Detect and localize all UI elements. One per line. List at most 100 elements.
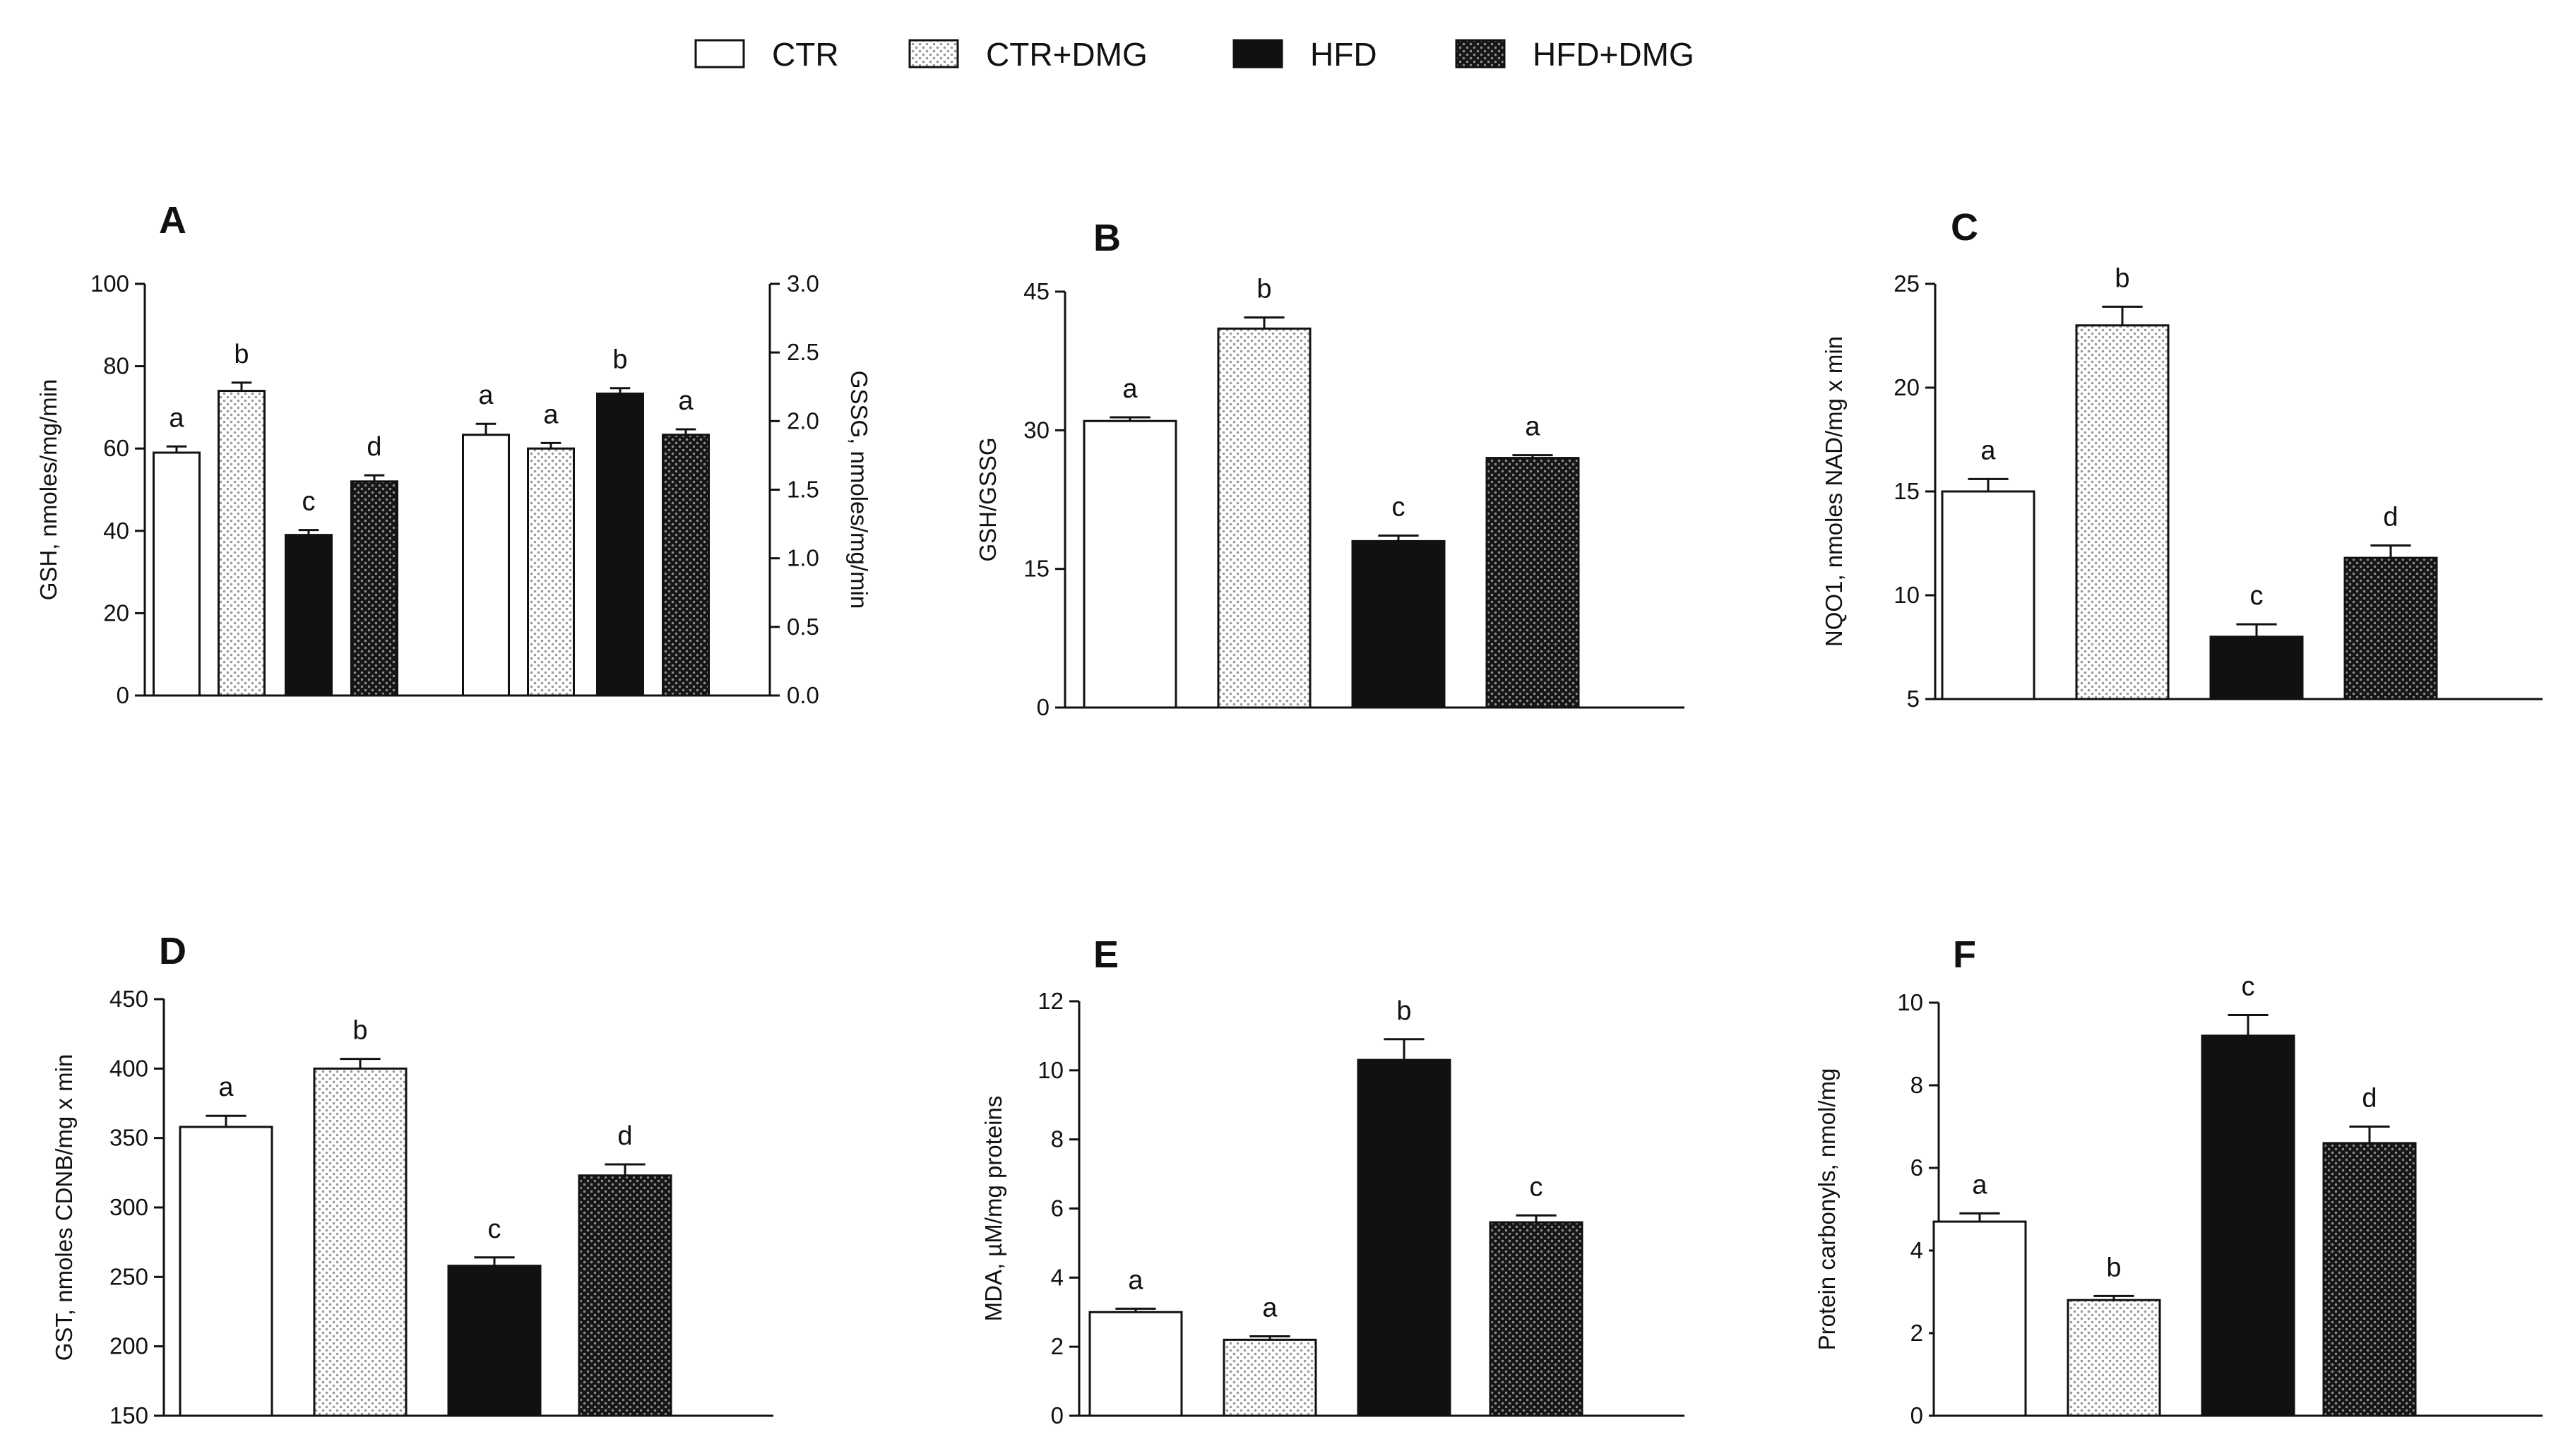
panel-a: A 0 20 40 60 80 100 GSH, nmoles/mg/min a b c d 0.0 0.… xyxy=(35,199,872,708)
y-tick-label: 80 xyxy=(103,353,129,379)
significance-letter: d xyxy=(2383,502,2398,532)
significance-letter: b xyxy=(352,1016,367,1046)
significance-letter: b xyxy=(234,340,249,369)
panel-label: E xyxy=(1093,933,1119,976)
significance-letter: a xyxy=(678,386,694,416)
y-tick-label: 8 xyxy=(1051,1126,1064,1152)
legend-swatch-hfd-dmg xyxy=(1455,39,1506,68)
panel-f: F 0 2 4 6 8 10 Protein carbonyls, nmol/mg a b c d xyxy=(1814,933,2543,1428)
significance-letter: c xyxy=(1392,493,1405,523)
legend: CTR CTR+DMG HFD HFD+DMG xyxy=(694,36,1694,73)
bar-ctr xyxy=(1088,1311,1183,1417)
y-tick-label: 12 xyxy=(1038,988,1064,1014)
significance-letter: a xyxy=(1262,1293,1278,1323)
significance-letter: a xyxy=(1122,374,1138,404)
y-tick-label: 45 xyxy=(1023,278,1050,304)
bar-hfd xyxy=(1357,1058,1451,1417)
significance-letter: c xyxy=(302,487,316,517)
y-axis-title: Protein carbonyls, nmol/mg xyxy=(1814,1068,1840,1351)
significance-letter: b xyxy=(612,345,627,375)
legend-label-hfd: HFD xyxy=(1310,36,1377,73)
significance-letter: a xyxy=(1128,1265,1143,1295)
panel-e: E 0 2 4 6 8 10 12 MDA, µM/mg proteins a a b c xyxy=(980,933,1684,1428)
significance-letter: d xyxy=(617,1121,632,1151)
significance-letter: b xyxy=(1396,996,1411,1026)
panel-label: A xyxy=(159,199,186,241)
y2-tick-label: 0.5 xyxy=(787,614,819,640)
y-tick-label: 0 xyxy=(1910,1402,1923,1428)
significance-letter: c xyxy=(488,1215,501,1244)
panel-label: C xyxy=(1951,206,1978,249)
y-tick-label: 0 xyxy=(1051,1402,1064,1428)
y-axis-title: GSH/GSSG xyxy=(975,437,1001,561)
panel-label: F xyxy=(1953,933,1976,976)
y-tick-label: 250 xyxy=(109,1263,148,1289)
panel-label: B xyxy=(1093,217,1121,259)
y-tick-label: 30 xyxy=(1023,417,1050,443)
legend-label-hfd-dmg: HFD+DMG xyxy=(1533,36,1694,73)
y-tick-label: 350 xyxy=(109,1125,148,1151)
bar-ctr-dmg xyxy=(1217,327,1312,709)
y2-tick-label: 3.0 xyxy=(787,270,819,297)
bar-gssg-ctr xyxy=(462,434,510,697)
y-tick-label: 15 xyxy=(1894,478,1920,504)
y-tick-label: 5 xyxy=(1907,686,1920,712)
y-tick-label: 0 xyxy=(117,682,129,708)
legend-label-ctr: CTR xyxy=(772,36,839,73)
y-tick-label: 200 xyxy=(109,1333,148,1359)
y2-tick-label: 1.5 xyxy=(787,477,819,503)
y-tick-label: 20 xyxy=(103,599,129,626)
bar-gsh-hfd-dmg xyxy=(350,480,398,697)
significance-letter: a xyxy=(169,403,184,433)
significance-letter: a xyxy=(543,400,559,429)
y2-tick-label: 1.0 xyxy=(787,545,819,571)
bar-ctr xyxy=(1083,419,1177,709)
y-tick-label: 25 xyxy=(1894,270,1920,297)
y-tick-label: 10 xyxy=(1894,582,1920,608)
bar-hfd-dmg xyxy=(1489,1221,1583,1417)
y-tick-label: 10 xyxy=(1038,1057,1064,1083)
y-axis-title: MDA, µM/mg proteins xyxy=(980,1096,1006,1322)
y2-tick-label: 0.0 xyxy=(787,682,819,708)
bar-gssg-hfd xyxy=(596,392,644,697)
significance-letter: d xyxy=(2362,1084,2377,1114)
bar-ctr-dmg xyxy=(313,1067,408,1417)
bar-hfd xyxy=(447,1265,542,1417)
bar-gssg-ctr-dmg xyxy=(527,447,575,697)
y-tick-label: 2 xyxy=(1051,1333,1064,1359)
legend-swatch-ctr-dmg xyxy=(908,39,959,68)
legend-label-ctr-dmg: CTR+DMG xyxy=(986,36,1148,73)
bar-hfd xyxy=(2209,635,2304,700)
bar-gsh-ctr-dmg xyxy=(218,390,266,697)
bar-hfd xyxy=(1351,539,1446,709)
significance-letter: b xyxy=(1256,275,1271,304)
y-tick-label: 4 xyxy=(1910,1237,1923,1263)
legend-swatch-hfd xyxy=(1232,39,1283,68)
bar-ctr xyxy=(179,1126,273,1417)
significance-letter: a xyxy=(478,381,494,410)
y-tick-label: 4 xyxy=(1051,1264,1064,1290)
significance-letter: a xyxy=(218,1073,234,1102)
y-tick-label: 6 xyxy=(1910,1154,1923,1181)
significance-letter: b xyxy=(2115,263,2129,293)
bar-ctr-dmg xyxy=(2075,324,2170,700)
significance-letter: c xyxy=(1530,1172,1543,1202)
bar-hfd xyxy=(2201,1034,2295,1417)
panel-label: D xyxy=(159,930,186,972)
bar-gssg-hfd-dmg xyxy=(662,434,710,697)
bar-ctr-dmg xyxy=(1223,1338,1317,1417)
y-tick-label: 20 xyxy=(1894,374,1920,400)
y-axis-title: GST, nmoles CDNB/mg x min xyxy=(51,1054,77,1361)
y-axis-title: NQO1, nmoles NAD/mg x min xyxy=(1821,336,1847,647)
bar-ctr-dmg xyxy=(2067,1299,2161,1417)
y-tick-label: 150 xyxy=(109,1402,148,1428)
y-tick-label: 400 xyxy=(109,1055,148,1081)
significance-letter: a xyxy=(1972,1170,1987,1200)
significance-letter: d xyxy=(367,432,381,462)
y-tick-label: 100 xyxy=(90,270,129,297)
bar-ctr xyxy=(1941,490,2035,700)
panel-c: C 5 10 15 20 25 NQO1, nmoles NAD/mg x min a b c d xyxy=(1821,206,2543,712)
y-tick-label: 450 xyxy=(109,986,148,1012)
y2-tick-label: 2.0 xyxy=(787,407,819,434)
